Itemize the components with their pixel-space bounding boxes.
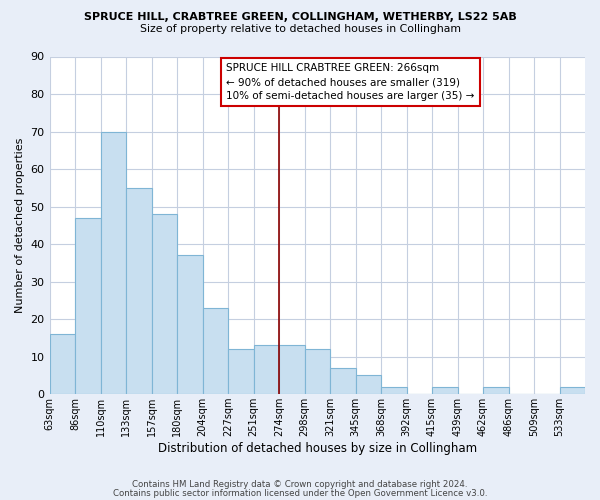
Text: Contains HM Land Registry data © Crown copyright and database right 2024.: Contains HM Land Registry data © Crown c… bbox=[132, 480, 468, 489]
Bar bbox=[126, 188, 152, 394]
Text: Contains public sector information licensed under the Open Government Licence v3: Contains public sector information licen… bbox=[113, 488, 487, 498]
Text: SPRUCE HILL, CRABTREE GREEN, COLLINGHAM, WETHERBY, LS22 5AB: SPRUCE HILL, CRABTREE GREEN, COLLINGHAM,… bbox=[83, 12, 517, 22]
Bar bbox=[381, 386, 407, 394]
Y-axis label: Number of detached properties: Number of detached properties bbox=[15, 138, 25, 313]
Text: SPRUCE HILL CRABTREE GREEN: 266sqm
← 90% of detached houses are smaller (319)
10: SPRUCE HILL CRABTREE GREEN: 266sqm ← 90%… bbox=[226, 64, 475, 102]
Bar bbox=[254, 346, 279, 394]
Bar bbox=[203, 308, 228, 394]
Text: Size of property relative to detached houses in Collingham: Size of property relative to detached ho… bbox=[139, 24, 461, 34]
Bar bbox=[356, 376, 381, 394]
Bar bbox=[152, 214, 177, 394]
Bar bbox=[432, 386, 458, 394]
Bar bbox=[483, 386, 509, 394]
Bar bbox=[101, 132, 126, 394]
Bar bbox=[560, 386, 585, 394]
Bar bbox=[330, 368, 356, 394]
Bar bbox=[279, 346, 305, 394]
X-axis label: Distribution of detached houses by size in Collingham: Distribution of detached houses by size … bbox=[158, 442, 477, 455]
Bar bbox=[177, 256, 203, 394]
Bar bbox=[50, 334, 75, 394]
Bar bbox=[228, 349, 254, 394]
Bar bbox=[75, 218, 101, 394]
Bar bbox=[305, 349, 330, 394]
